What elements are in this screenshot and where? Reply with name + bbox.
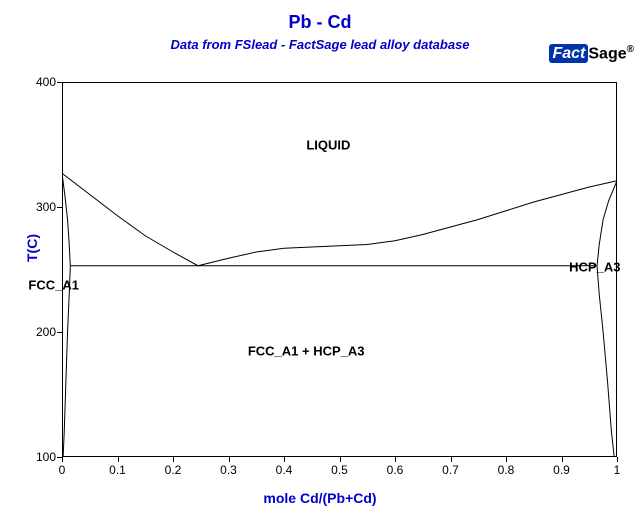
x-tick-mark: [506, 457, 507, 462]
phase-curve: [597, 266, 614, 457]
region-label: LIQUID: [306, 137, 350, 152]
phase-curve: [63, 266, 70, 457]
factsage-logo: FactSage®: [549, 44, 634, 63]
y-tick-mark: [57, 82, 62, 83]
x-tick-mark: [617, 457, 618, 462]
phase-curve: [62, 173, 70, 266]
y-tick-mark: [57, 207, 62, 208]
page-subtitle: Data from FSlead - FactSage lead alloy d…: [0, 37, 640, 52]
region-label: FCC_A1 + HCP_A3: [248, 343, 365, 358]
x-tick-mark: [451, 457, 452, 462]
logo-fact: Fact: [549, 44, 588, 63]
phase-curve: [62, 173, 198, 266]
x-tick-mark: [395, 457, 396, 462]
region-label: HCP_A3: [569, 260, 620, 275]
x-tick-mark: [340, 457, 341, 462]
phase-diagram-chart: 10020030040000.10.20.30.40.50.60.70.80.9…: [62, 82, 617, 457]
x-tick-mark: [118, 457, 119, 462]
x-tick-mark: [284, 457, 285, 462]
x-tick-mark: [229, 457, 230, 462]
x-tick-mark: [562, 457, 563, 462]
x-tick-mark: [173, 457, 174, 462]
x-tick-mark: [62, 457, 63, 462]
page-title: Pb - Cd: [0, 12, 640, 33]
y-axis-label: T(C): [24, 234, 40, 262]
phase-curve: [597, 181, 617, 266]
phase-curve: [198, 181, 617, 266]
logo-sage: Sage: [588, 45, 626, 62]
y-tick-mark: [57, 332, 62, 333]
region-label: FCC_A1: [28, 277, 79, 292]
